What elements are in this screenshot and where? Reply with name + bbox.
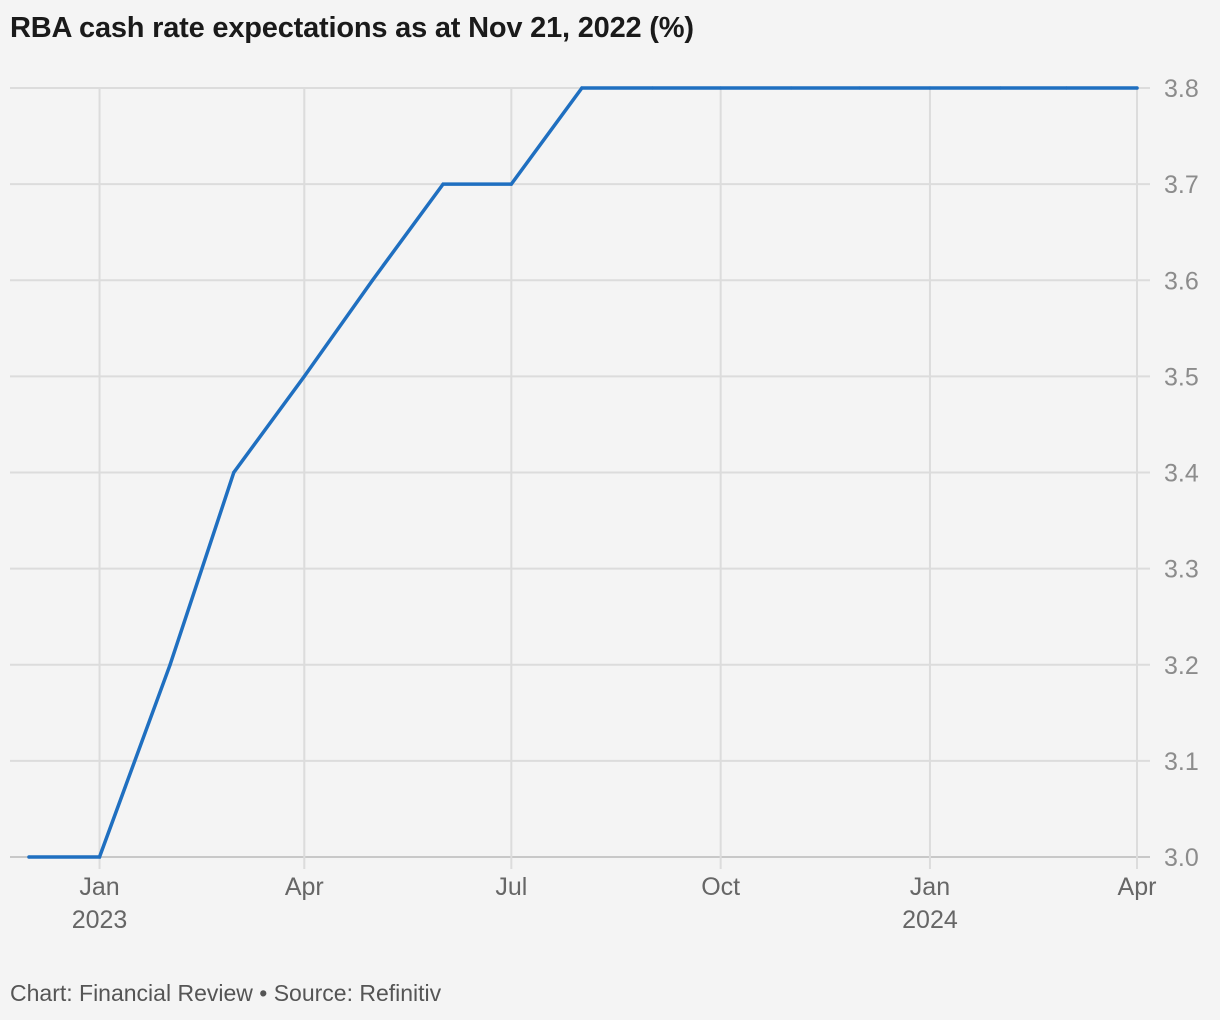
x-tick-year-label: 2024 xyxy=(902,906,958,934)
data-point xyxy=(998,86,1003,90)
data-point xyxy=(719,86,723,90)
data-point xyxy=(27,855,31,859)
y-tick-label: 3.6 xyxy=(1164,267,1199,295)
y-tick-label: 3.0 xyxy=(1164,844,1199,872)
data-point xyxy=(370,278,375,282)
y-tick-label: 3.1 xyxy=(1164,748,1199,776)
data-point xyxy=(168,663,172,667)
data-point xyxy=(1064,86,1069,90)
x-gridlines xyxy=(98,88,1138,869)
data-point xyxy=(441,182,445,186)
data-point xyxy=(857,86,862,90)
data-point xyxy=(1135,86,1139,90)
data-point xyxy=(928,86,932,90)
data-point xyxy=(232,470,236,475)
y-tick-label: 3.7 xyxy=(1164,171,1199,199)
chart-source-credit: Chart: Financial Review • Source: Refini… xyxy=(10,980,442,1006)
y-axis: 3.0 3.1 3.2 3.3 3.4 3.5 3.6 3.7 3.8 xyxy=(1164,75,1199,872)
x-axis: Jan 2023 Apr Jul Oct Jan 2024 Apr xyxy=(72,873,1157,934)
data-point xyxy=(97,855,102,859)
series-group xyxy=(27,86,1139,859)
data-point xyxy=(789,86,793,90)
chart-title: RBA cash rate expectations as at Nov 21,… xyxy=(10,12,694,44)
x-tick-label: Apr xyxy=(285,873,324,901)
y-tick-label: 3.2 xyxy=(1164,652,1199,680)
y-gridlines xyxy=(10,87,1150,858)
x-tick-label: Oct xyxy=(701,873,740,901)
x-tick-label: Jul xyxy=(495,873,527,901)
data-point xyxy=(509,182,513,186)
y-tick-label: 3.8 xyxy=(1164,75,1199,103)
data-point xyxy=(650,86,654,90)
data-point xyxy=(302,374,306,378)
y-tick-label: 3.3 xyxy=(1164,556,1199,584)
x-tick-year-label: 2023 xyxy=(72,906,128,934)
y-tick-label: 3.5 xyxy=(1164,363,1199,391)
x-tick-label: Jan xyxy=(910,873,950,901)
x-tick-label: Jan xyxy=(79,873,119,901)
y-tick-label: 3.4 xyxy=(1164,460,1199,488)
data-point xyxy=(580,86,584,90)
x-tick-label: Apr xyxy=(1118,873,1157,901)
